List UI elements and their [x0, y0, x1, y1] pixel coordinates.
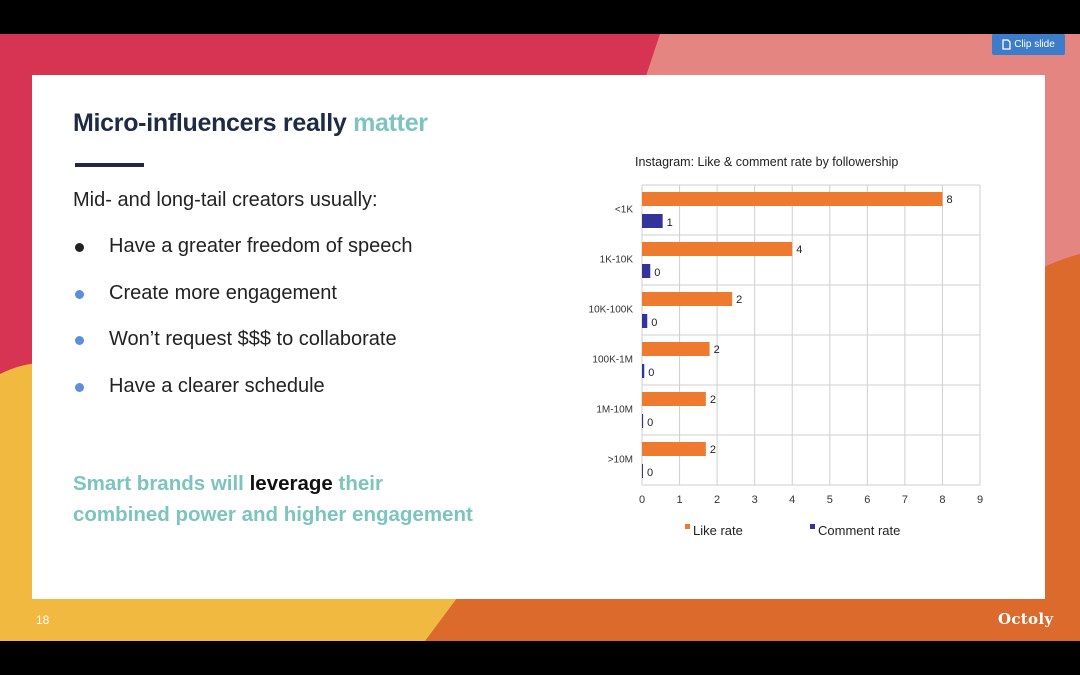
comment-rate-bar: [642, 314, 648, 328]
bullet-dot-icon: [75, 243, 84, 252]
clip-icon: [1002, 39, 1011, 50]
chart-title: Instagram: Like & comment rate by follow…: [635, 155, 899, 169]
like-rate-bar: [642, 392, 706, 406]
legend-like-swatch: [685, 524, 690, 529]
comment-rate-value-label: 0: [647, 417, 653, 429]
x-tick-label: 9: [977, 494, 983, 506]
like-rate-value-label: 4: [796, 244, 802, 256]
page-title: Micro-influencers really matter: [73, 109, 428, 138]
x-tick-label: 6: [864, 494, 870, 506]
clip-slide-button[interactable]: Clip slide: [992, 34, 1065, 55]
like-rate-bar: [642, 242, 793, 256]
like-rate-bar: [642, 342, 710, 356]
like-rate-bar: [642, 192, 943, 206]
tagline: Smart brands will leverage their combine…: [73, 468, 473, 530]
slide-card: Micro-influencers really matter Mid- and…: [32, 75, 1045, 599]
tagline-part1: Smart brands will: [73, 472, 244, 495]
category-label: 100K-1M: [592, 355, 633, 366]
category-label: 10K-100K: [589, 305, 634, 316]
like-rate-bar: [642, 292, 733, 306]
tagline-part2: their: [338, 472, 383, 495]
like-rate-value-label: 2: [710, 394, 716, 406]
bar-chart: 0 1 2 3 4 5 6 7 8 9 <1K 8 1 1K-10K 4 0 10K-100K 2 0 100K-1M…: [589, 184, 983, 538]
title-accent: matter: [353, 109, 428, 137]
x-tick-label: 8: [939, 494, 945, 506]
comment-rate-value-label: 0: [648, 367, 654, 379]
like-rate-value-label: 2: [714, 344, 720, 356]
bullet-text: Won’t request $$$ to collaborate: [109, 328, 397, 350]
category-label: 1K-10K: [600, 255, 634, 266]
category-label: >10M: [608, 455, 633, 466]
tagline-line2: combined power and higher engagement: [73, 503, 473, 526]
x-tick-label: 4: [789, 494, 795, 506]
clip-slide-label: Clip slide: [1014, 39, 1055, 50]
bullet-dot-icon: [75, 382, 84, 392]
slide-number: 18: [36, 613, 50, 627]
comment-rate-bar: [642, 364, 645, 378]
comment-rate-value-label: 1: [667, 217, 673, 229]
comment-rate-value-label: 0: [647, 467, 653, 479]
x-tick-label: 0: [639, 494, 645, 506]
legend-comment-swatch: [810, 524, 815, 529]
legend-comment-label: Comment rate: [818, 523, 900, 538]
comment-rate-bar: [642, 464, 643, 478]
bullet-item: Create more engagement: [73, 282, 413, 329]
bullet-text: Create more engagement: [109, 281, 337, 304]
like-rate-value-label: 2: [710, 444, 716, 456]
title-underline: [75, 163, 144, 167]
legend-like-label: Like rate: [693, 523, 743, 538]
comment-rate-bar: [642, 264, 651, 278]
comment-rate-bar: [642, 414, 644, 428]
bullet-item: Have a greater freedom of speech: [73, 235, 413, 282]
x-tick-label: 5: [827, 494, 833, 506]
comment-rate-value-label: 0: [651, 317, 657, 329]
bullet-item: Won’t request $$$ to collaborate: [73, 328, 413, 375]
like-rate-value-label: 8: [946, 194, 952, 206]
category-label: 1M-10M: [596, 405, 633, 416]
like-rate-value-label: 2: [736, 294, 742, 306]
bullet-text: Have a greater freedom of speech: [109, 235, 413, 257]
bullet-dot-icon: [75, 289, 84, 299]
category-label: <1K: [615, 205, 633, 216]
brand-logo: Octoly: [998, 610, 1054, 628]
bullet-dot-icon: [75, 336, 84, 345]
x-tick-label: 1: [676, 494, 682, 506]
x-tick-label: 2: [714, 494, 720, 506]
bullet-item: Have a clearer schedule: [73, 375, 413, 422]
title-main: Micro-influencers really: [73, 109, 347, 137]
bullet-list: Have a greater freedom of speech Create …: [73, 235, 413, 421]
like-rate-bar: [642, 442, 706, 456]
comment-rate-bar: [642, 214, 663, 228]
tagline-strong: leverage: [249, 472, 333, 495]
comment-rate-value-label: 0: [654, 267, 660, 279]
bullet-text: Have a clearer schedule: [109, 374, 325, 397]
intro-text: Mid- and long-tail creators usually:: [73, 189, 378, 211]
x-tick-label: 7: [902, 494, 908, 506]
x-tick-label: 3: [752, 494, 758, 506]
